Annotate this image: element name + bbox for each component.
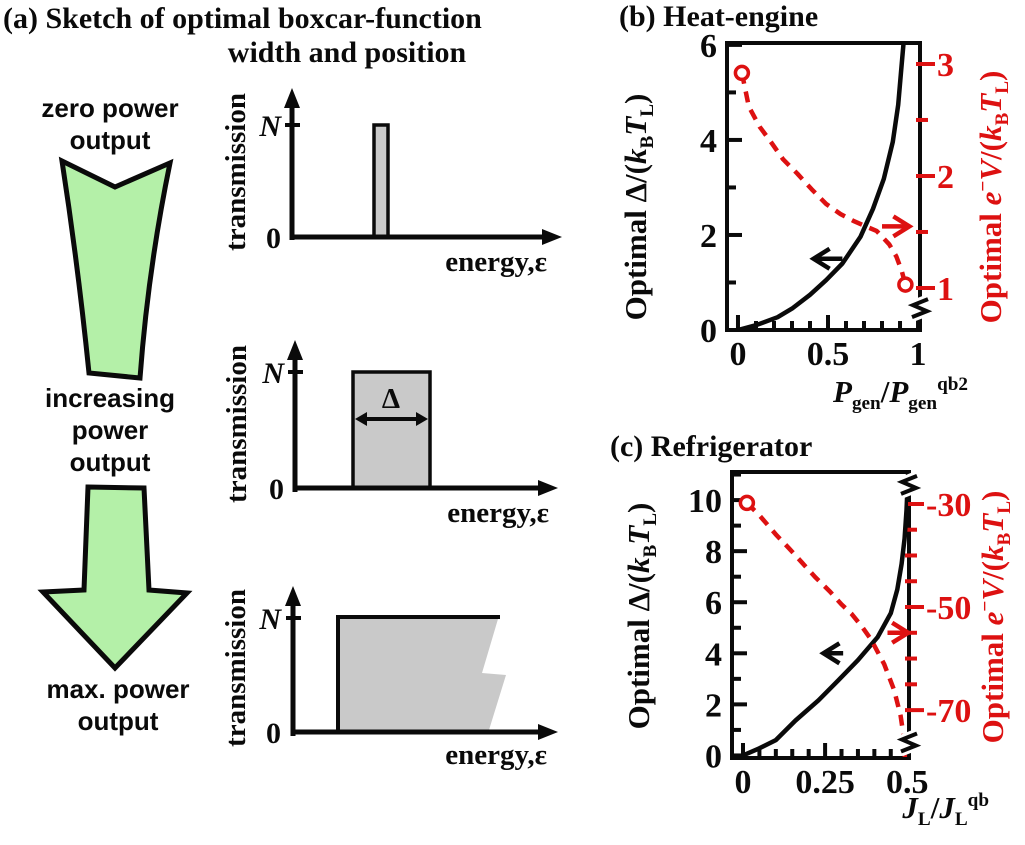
y-left-tick-label: 0 [705, 738, 722, 775]
panel-a: (a) Sketch of optimal boxcar-function wi… [3, 2, 562, 771]
y-left-tick-label: 8 [705, 534, 722, 571]
series-optimal-delta [737, 45, 906, 329]
x-tick-label: 1 [910, 336, 927, 373]
delta-arrowhead-right-icon [416, 412, 428, 426]
n-tick-label: N [258, 603, 282, 636]
x-tick-label: 0.5 [886, 764, 929, 801]
x-axis-arrowhead-icon [542, 229, 562, 245]
increasing-label-line3: output [70, 447, 151, 477]
y-axis-arrowhead-icon [284, 88, 300, 108]
panel-b-x-axis-label: Pgen/Pgenqb2 [832, 374, 968, 414]
y-right-tick-label: 3 [937, 47, 954, 84]
x-axis-arrowhead-icon [538, 480, 558, 496]
y-right-tick-label: -50 [926, 590, 971, 627]
energy-label: energy,ε [447, 497, 549, 529]
axis-break-icon [896, 474, 922, 496]
zero-tick-label: 0 [266, 222, 281, 255]
series-endpoint-marker [897, 276, 914, 293]
max-power-label-line2: output [78, 706, 159, 736]
panel-c: (c) Refrigerator 0 0.25 0.5 0 2 4 6 8 10 -70 -50 -3… [610, 430, 1015, 830]
axis-pointer-arrowhead-icon [892, 214, 914, 239]
energy-label: energy,ε [445, 246, 547, 278]
axis-pointer-arrowhead-icon [890, 620, 913, 645]
increasing-label-line2: power [72, 415, 149, 445]
y-left-tick-label: 2 [705, 687, 722, 724]
y-left-tick-label: 6 [705, 585, 722, 622]
y-left-tick-label: 0 [700, 313, 717, 350]
n-tick-label: N [261, 357, 285, 390]
panel-c-right-axis-label: Optimal e−V/(kBTL) [975, 491, 1015, 744]
y-right-tick-label: 1 [937, 271, 954, 308]
x-tick-label: 0 [735, 764, 752, 801]
y-right-tick-label: -30 [926, 487, 971, 524]
energy-label: energy,ε [445, 739, 547, 771]
panel-b-left-axis-label: Optimal Δ/(kBTL) [618, 94, 658, 321]
y-axis-arrowhead-icon [287, 340, 303, 360]
axis-break-icon [896, 731, 922, 754]
delta-arrowhead-left-icon [355, 412, 367, 426]
increasing-label-line1: increasing [45, 383, 175, 413]
zero-power-label-line1: zero power [41, 93, 178, 123]
panel-c-x-axis-label: JL/JLqb [901, 790, 989, 830]
zero-power-label-line2: output [70, 125, 151, 155]
plot-frame [725, 41, 922, 332]
y-left-tick-label: 4 [700, 123, 717, 160]
panel-c-left-axis-label: Optimal Δ/(kBTL) [621, 503, 661, 730]
flow-arrow-shape [37, 484, 193, 672]
mini-plot-delta-boxcar: Δ transmission N 0 energy,ε [221, 340, 558, 529]
boxcar-wide-region [338, 619, 506, 730]
zero-tick-label: 0 [266, 717, 281, 750]
panel-b-title: (b) Heat-engine [619, 0, 818, 33]
transmission-label: transmission [220, 589, 252, 747]
boxcar-box [351, 370, 432, 490]
n-tick-label: N [258, 110, 282, 143]
y-left-tick-label: 10 [688, 483, 722, 520]
plot-frame [730, 470, 911, 760]
delta-symbol: Δ [382, 383, 400, 415]
series-endpoint-marker [738, 494, 756, 512]
transmission-label: transmission [221, 345, 253, 503]
y-right-tick-label: -70 [926, 693, 971, 730]
y-left-tick-label: 6 [700, 28, 717, 65]
boxcar-narrow-bar [372, 123, 390, 239]
x-tick-label: 0.25 [795, 764, 855, 801]
series-optimal-bias [739, 72, 908, 286]
heat-engine-chart: 0 0.5 1 0 2 4 6 1 2 3 [700, 28, 954, 373]
max-power-label-line1: max. power [46, 674, 189, 704]
axis-pointer-arrowhead-icon [819, 641, 841, 666]
x-tick-label: 0 [729, 336, 746, 373]
refrigerator-chart: 0 0.25 0.5 0 2 4 6 8 10 -70 -50 -30 [688, 470, 971, 801]
series-optimal-bias [745, 501, 908, 757]
transmission-label: transmission [220, 93, 252, 251]
mini-plot-narrow-boxcar: transmission N 0 energy,ε [220, 88, 562, 278]
y-left-tick-label: 4 [705, 636, 722, 673]
axis-break-icon [907, 297, 933, 320]
panel-c-title: (c) Refrigerator [610, 430, 812, 463]
panel-b-right-axis-label: Optimal e−V/(kBTL) [973, 71, 1013, 324]
panel-a-title-line2: width and position [228, 36, 467, 69]
y-axis-arrowhead-icon [285, 586, 301, 606]
x-axis-arrowhead-icon [538, 724, 558, 740]
panel-a-title-line1: (a) Sketch of optimal boxcar-function [3, 2, 482, 35]
y-right-tick-label: 2 [937, 159, 954, 196]
zero-tick-label: 0 [269, 473, 284, 506]
series-endpoint-marker [733, 64, 751, 82]
y-left-tick-label: 2 [700, 218, 717, 255]
flow-funnel-shape [58, 156, 174, 381]
panel-b: (b) Heat-engine 0 0.5 1 0 2 4 6 1 2 3 Optimal Δ/(… [618, 0, 1013, 414]
series-optimal-delta [742, 474, 908, 757]
mini-plot-wide-boxcar: transmission N 0 energy,ε [220, 586, 558, 771]
axis-pointer-arrowhead-icon [809, 246, 831, 271]
boxcar-wide-outline [336, 615, 500, 734]
x-tick-label: 0.5 [807, 336, 850, 373]
